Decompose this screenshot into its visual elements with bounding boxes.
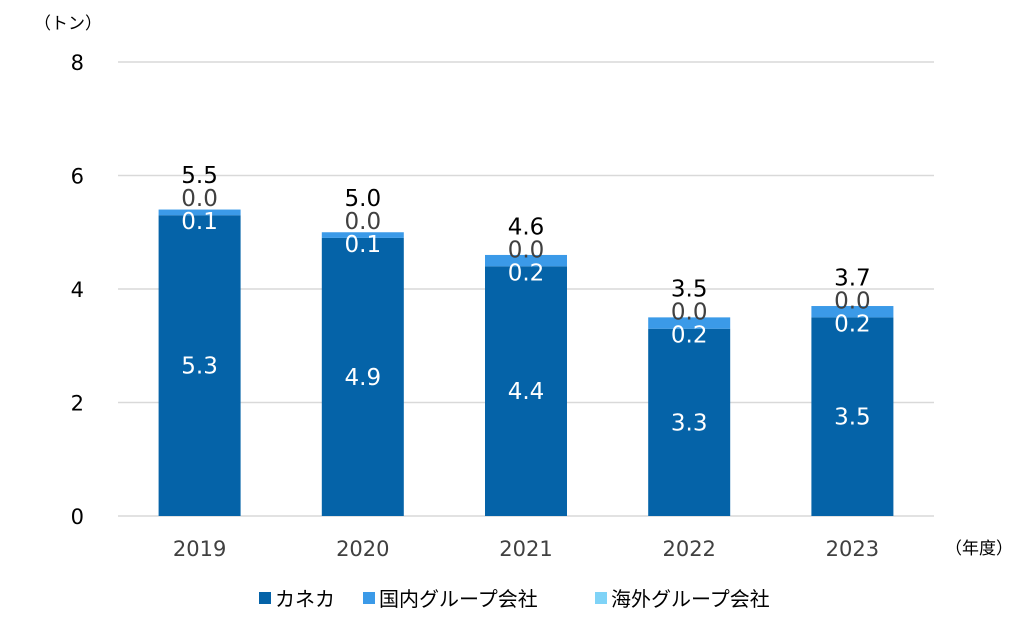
total-label: 5.0 (345, 186, 382, 212)
data-label: 0.0 (671, 300, 708, 326)
x-tick-label: 2022 (662, 537, 715, 561)
data-label: 4.9 (345, 365, 382, 391)
y-tick-label: 6 (71, 165, 84, 189)
data-label: 3.5 (834, 405, 871, 431)
x-tick-label: 2021 (499, 537, 552, 561)
bar-segment (811, 317, 894, 516)
y-tick-label: 0 (71, 505, 84, 529)
total-label: 3.7 (834, 265, 871, 291)
data-label: 0.1 (181, 209, 218, 235)
data-labels: 5.30.10.05.54.90.10.05.04.40.20.04.63.30… (181, 163, 870, 436)
y-tick-label: 4 (71, 278, 84, 302)
data-label: 4.4 (508, 379, 545, 405)
data-label: 0.2 (671, 323, 708, 349)
bar-segment (158, 209, 241, 216)
bar-segment (321, 237, 404, 517)
data-label: 0.0 (181, 186, 218, 212)
data-label: 0.1 (345, 232, 382, 258)
legend-swatch (363, 592, 375, 604)
bar-segment (648, 328, 731, 516)
legend: カネカ 国内グループ会社 海外グループ会社 (259, 587, 770, 611)
x-tick-label: 2019 (173, 537, 226, 561)
data-label: 5.3 (181, 354, 218, 380)
total-label: 4.6 (508, 214, 545, 240)
data-label: 0.0 (508, 237, 545, 263)
bars (158, 209, 894, 517)
data-label: 0.2 (834, 311, 871, 337)
x-tick-label: 2020 (336, 537, 389, 561)
total-label: 3.5 (671, 277, 708, 303)
data-label: 0.0 (345, 209, 382, 235)
y-axis-ticks: 0 2 4 6 8 (71, 51, 84, 529)
bar-segment (648, 317, 731, 329)
data-label: 3.3 (671, 410, 708, 436)
x-axis-ticks: 2019 2020 2021 2022 2023 (173, 537, 879, 561)
x-tick-label: 2023 (826, 537, 879, 561)
bar-segment (485, 254, 567, 267)
bar-segment (158, 215, 241, 516)
legend-label: 海外グループ会社 (611, 587, 770, 611)
legend-label: 国内グループ会社 (379, 587, 538, 611)
data-label: 0.0 (834, 288, 871, 314)
total-label: 5.5 (181, 163, 218, 189)
bar-segment (321, 232, 404, 238)
y-tick-label: 8 (71, 51, 84, 75)
legend-swatch (595, 592, 607, 604)
legend-label: カネカ (275, 587, 335, 611)
bar-segment (485, 266, 567, 516)
legend-swatch (259, 592, 271, 604)
y-tick-label: 2 (71, 392, 84, 416)
x-unit-label: （年度） (945, 539, 1013, 559)
bar-segment (811, 306, 894, 318)
data-label: 0.2 (508, 260, 545, 286)
y-unit-label: （トン） (34, 14, 102, 34)
